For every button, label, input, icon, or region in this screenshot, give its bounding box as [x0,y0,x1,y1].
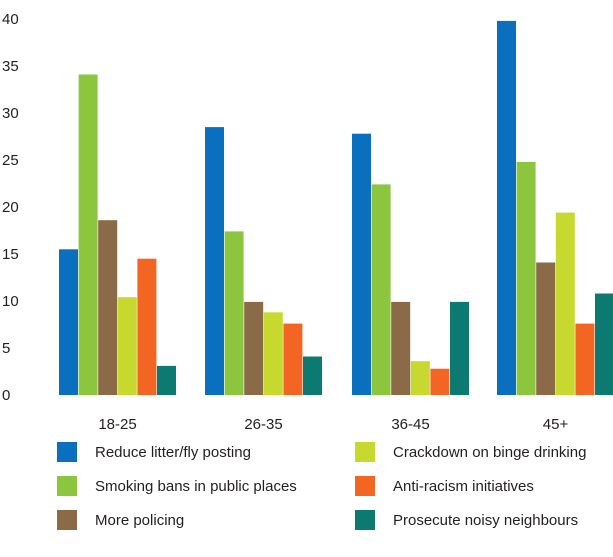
bar [303,356,322,395]
bar [117,297,137,395]
x-tick-label: 45+ [543,416,569,433]
y-tick-label: 0 [2,387,10,404]
bar [157,365,176,395]
y-tick-label: 15 [2,246,19,263]
y-tick-label: 30 [2,105,19,122]
bar [555,212,575,395]
bar [536,262,556,395]
bar [352,133,371,395]
bar [283,323,303,395]
bar [595,293,613,395]
bar [516,161,536,395]
bar [430,368,450,395]
bar [98,220,118,395]
x-tick-label: 18-25 [98,416,136,433]
bar [78,74,98,395]
y-tick-label: 40 [2,11,19,28]
bar [263,312,283,395]
bar [497,20,516,396]
bar [391,301,411,395]
y-tick-label: 10 [2,293,19,310]
y-tick-label: 5 [2,340,10,357]
y-tick-label: 35 [2,58,19,75]
x-tick-label: 36-45 [391,416,429,433]
x-tick-label: 26-35 [244,416,282,433]
bar [137,258,157,395]
y-tick-label: 25 [2,152,19,169]
bar [244,301,264,395]
bar [205,127,224,395]
bar [59,249,78,395]
bar [410,361,430,395]
bar [450,301,469,395]
bar [224,231,244,395]
bar [575,323,595,395]
y-tick-label: 20 [2,199,19,216]
bar [371,184,391,395]
